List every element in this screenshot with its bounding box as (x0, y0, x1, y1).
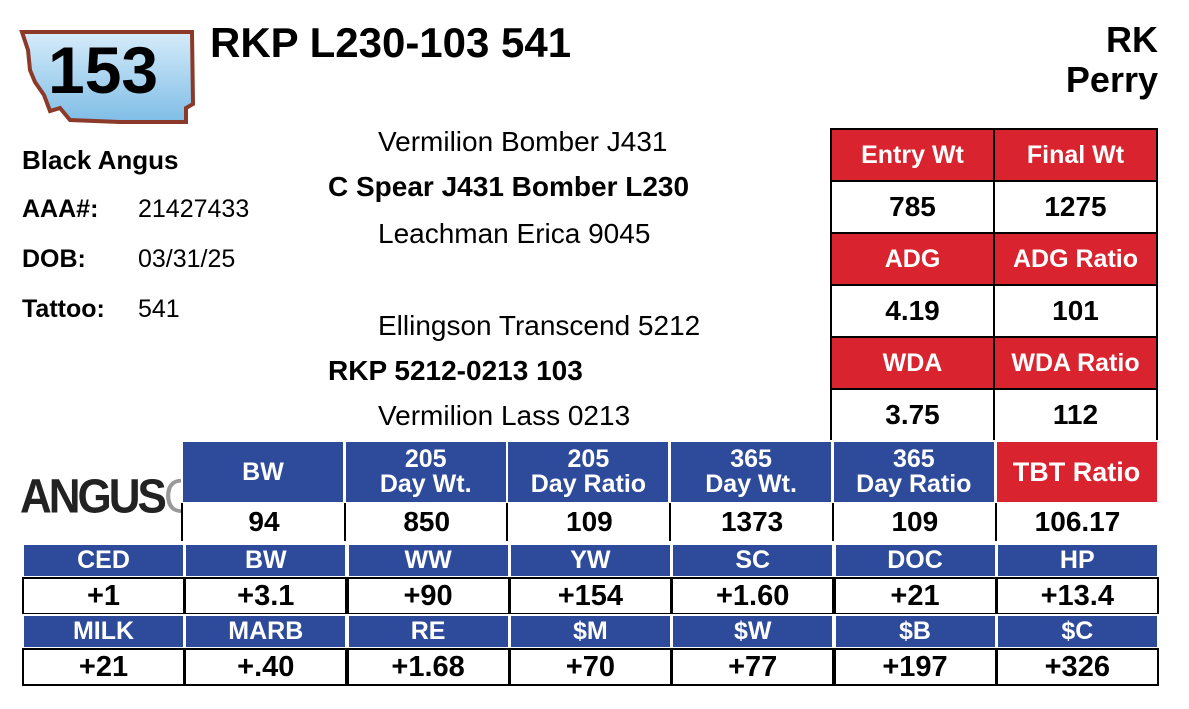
epd-label: $B (833, 614, 997, 649)
epd-label: CED (22, 543, 185, 578)
epd-label: $W (671, 614, 835, 649)
epd-value: +3.1 (184, 577, 348, 615)
epd-value: +13.4 (995, 577, 1159, 615)
logo-main: ANGUS (20, 469, 167, 524)
field-value: 541 (138, 295, 180, 323)
weight-value: 850 (343, 503, 508, 541)
weight-value: 94 (181, 503, 345, 541)
perf-label: WDA (830, 336, 995, 390)
epd-label: DOC (833, 543, 997, 578)
perf-label: Final Wt (993, 128, 1158, 182)
epd-label: $C (995, 614, 1159, 649)
owner-line: Perry (1065, 59, 1158, 100)
epd-label: RE (346, 614, 510, 649)
epd-label: SC (671, 543, 835, 578)
sire-dam: Leachman Erica 9045 (378, 218, 651, 249)
weight-value: 109 (506, 503, 671, 541)
epd-label: WW (346, 543, 510, 578)
dam-dam: Vermilion Lass 0213 (378, 400, 631, 431)
epd-value: +90 (346, 577, 510, 615)
breed: Black Angus (22, 145, 179, 175)
field-label: AAA#: (22, 195, 99, 223)
epd-label: HP (995, 543, 1159, 578)
epd-value: +77 (671, 648, 835, 686)
epd-value: +326 (995, 648, 1159, 686)
epd-label: BW (184, 543, 348, 578)
weight-label: TBT Ratio (994, 440, 1159, 504)
perf-label: ADG Ratio (993, 232, 1158, 286)
dam: RKP 5212-0213 103 (328, 355, 583, 386)
weight-label: BW (181, 440, 345, 504)
epd-value: +.40 (184, 648, 348, 686)
state-outline (19, 30, 196, 124)
weight-value: 106.17 (994, 503, 1159, 541)
perf-value: 3.75 (830, 388, 995, 442)
epd-label: MARB (184, 614, 348, 649)
weight-label: 205 Day Ratio (506, 440, 671, 504)
perf-label: ADG (830, 232, 995, 286)
perf-label: Entry Wt (830, 128, 995, 182)
sire-sire: Vermilion Bomber J431 (378, 126, 668, 157)
dam-sire: Ellingson Transcend 5212 (378, 310, 701, 341)
perf-value: 101 (993, 284, 1158, 338)
epd-value: +154 (508, 577, 672, 615)
sire: C Spear J431 Bomber L230 (328, 171, 690, 202)
animal-name: RKP L230-103 541 (210, 19, 572, 66)
epd-value: +1.68 (346, 648, 510, 686)
weight-label: 205 Day Wt. (343, 440, 508, 504)
perf-value: 112 (993, 388, 1158, 442)
epd-label: YW (508, 543, 672, 578)
epd-label: MILK (22, 614, 185, 649)
epd-value: +197 (833, 648, 997, 686)
perf-value: 4.19 (830, 284, 995, 338)
field-label: DOB: (22, 245, 86, 273)
field-value: 21427433 (138, 195, 250, 223)
perf-value: 1275 (993, 180, 1158, 234)
weight-value: 1373 (669, 503, 834, 541)
perf-label: WDA Ratio (993, 336, 1158, 390)
lot-number: 153 (48, 33, 159, 107)
owner-line: RK (1106, 19, 1158, 60)
epd-value: +21 (833, 577, 997, 615)
epd-label: $M (508, 614, 672, 649)
epd-value: +1.60 (671, 577, 835, 615)
perf-value: 785 (830, 180, 995, 234)
owner: RK Perry (1066, 20, 1158, 100)
weight-label: 365 Day Ratio (831, 440, 996, 504)
weight-label: 365 Day Wt. (669, 440, 834, 504)
field-label: Tattoo: (22, 295, 105, 323)
epd-value: +70 (508, 648, 672, 686)
field-value: 03/31/25 (138, 245, 236, 273)
epd-value: +1 (22, 577, 185, 615)
weight-value: 109 (831, 503, 996, 541)
epd-value: +21 (22, 648, 185, 686)
